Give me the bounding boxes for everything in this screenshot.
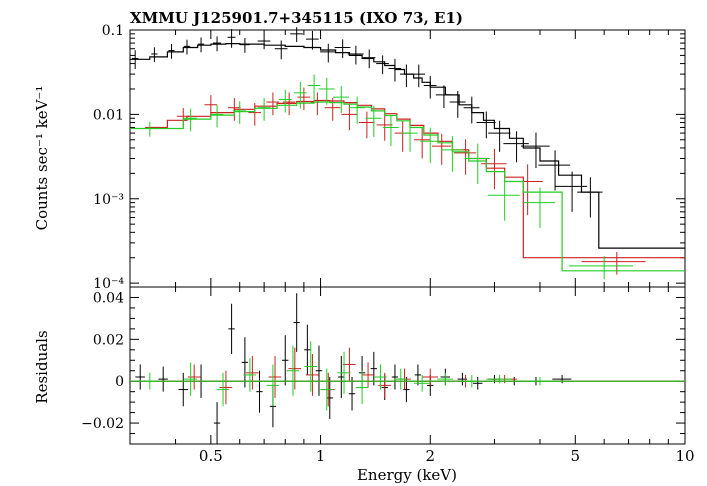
mos2-model-line	[130, 101, 685, 272]
x-tick-label: 10	[675, 447, 694, 465]
chart-title: XMMU J125901.7+345115 (IXO 73, E1)	[130, 9, 463, 27]
residuals-y-tick-label: 0.02	[93, 332, 124, 348]
residuals-panel-frame	[129, 286, 686, 445]
residuals-y-tick-label: 0.04	[93, 290, 124, 306]
residuals-y-tick-label: 0	[115, 374, 124, 390]
mos1-model-line	[145, 99, 685, 259]
spectrum-y-tick-label: 0.1	[102, 23, 124, 39]
spectrum-y-axis-label: Counts sec⁻¹ keV⁻¹	[33, 86, 51, 231]
x-tick-label: 2	[425, 447, 435, 465]
residuals-y-axis-label: Residuals	[33, 330, 51, 403]
x-tick-label: 0.5	[199, 447, 223, 465]
x-tick-label: 5	[571, 447, 581, 465]
spectrum-y-tick-label: 10⁻⁴	[93, 276, 124, 292]
x-axis-label: Energy (keV)	[357, 466, 457, 484]
x-tick-label: 1	[316, 447, 326, 465]
spectrum-y-tick-label: 0.01	[93, 107, 124, 123]
spectrum-y-tick-label: 10⁻³	[93, 192, 124, 208]
residuals-y-tick-label: −0.02	[81, 416, 124, 432]
